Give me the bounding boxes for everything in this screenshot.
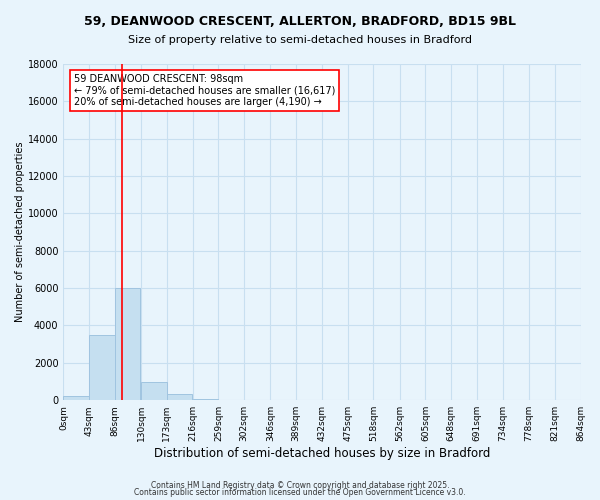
Bar bbox=[167, 394, 193, 400]
Text: Contains public sector information licensed under the Open Government Licence v3: Contains public sector information licen… bbox=[134, 488, 466, 497]
Bar bbox=[193, 398, 218, 400]
Bar bbox=[64, 396, 89, 400]
Bar bbox=[115, 288, 140, 400]
Bar bbox=[89, 335, 115, 400]
Y-axis label: Number of semi-detached properties: Number of semi-detached properties bbox=[15, 142, 25, 322]
X-axis label: Distribution of semi-detached houses by size in Bradford: Distribution of semi-detached houses by … bbox=[154, 447, 490, 460]
Text: Contains HM Land Registry data © Crown copyright and database right 2025.: Contains HM Land Registry data © Crown c… bbox=[151, 480, 449, 490]
Text: Size of property relative to semi-detached houses in Bradford: Size of property relative to semi-detach… bbox=[128, 35, 472, 45]
Bar bbox=[141, 382, 167, 400]
Text: 59 DEANWOOD CRESCENT: 98sqm
← 79% of semi-detached houses are smaller (16,617)
2: 59 DEANWOOD CRESCENT: 98sqm ← 79% of sem… bbox=[74, 74, 335, 108]
Text: 59, DEANWOOD CRESCENT, ALLERTON, BRADFORD, BD15 9BL: 59, DEANWOOD CRESCENT, ALLERTON, BRADFOR… bbox=[84, 15, 516, 28]
